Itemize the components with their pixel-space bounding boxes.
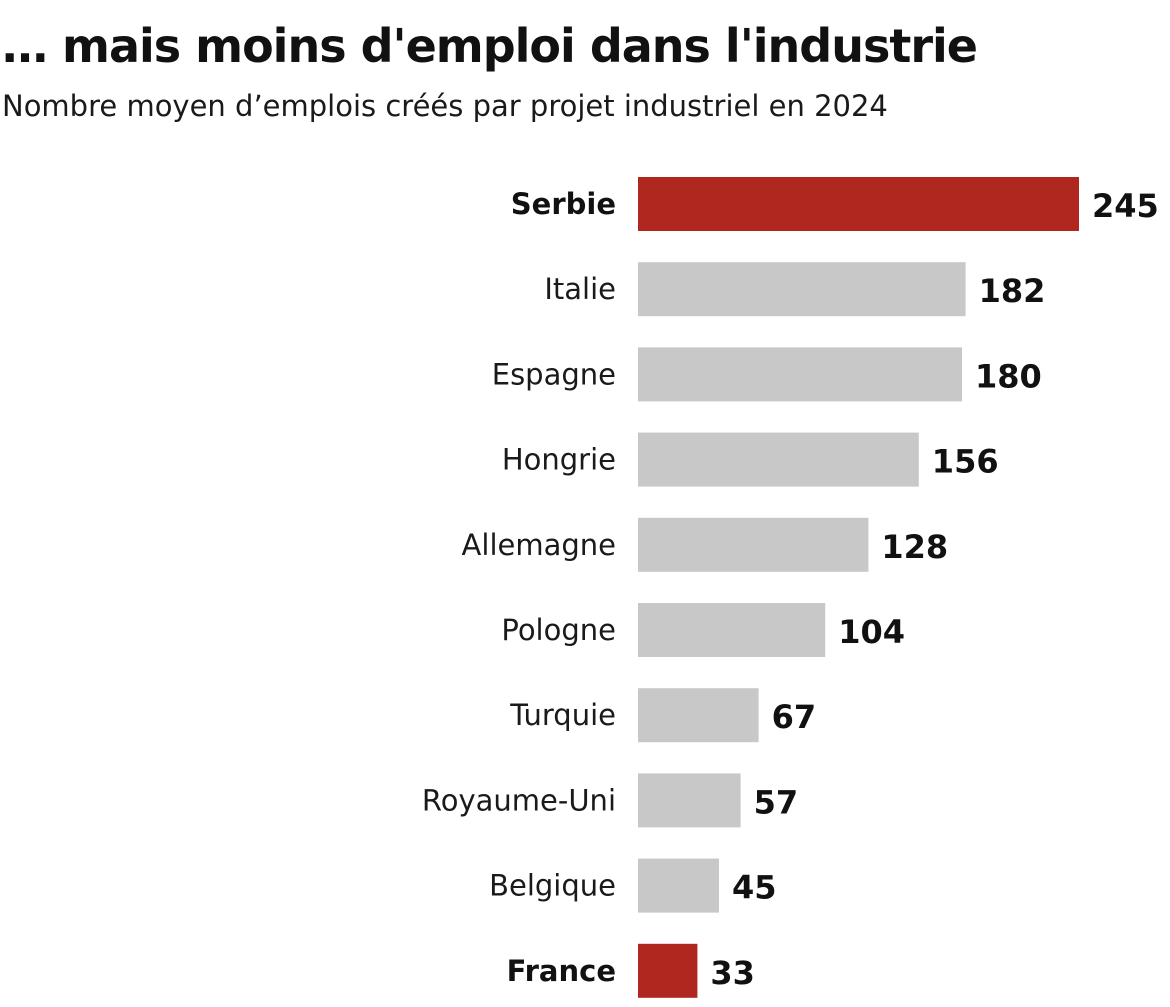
category-label: Royaume-Uni: [422, 783, 616, 817]
category-label: Serbie: [511, 187, 616, 221]
value-label: 57: [754, 783, 799, 821]
bar-pologne: [638, 603, 826, 657]
category-label: Hongrie: [502, 443, 616, 477]
value-label: 182: [979, 272, 1046, 310]
value-label: 45: [732, 869, 777, 907]
category-label: Italie: [544, 272, 616, 306]
bar-france: [638, 943, 698, 998]
chart-subtitle: Nombre moyen d’emplois créés par projet …: [2, 89, 888, 123]
bar-turquie: [638, 688, 759, 743]
category-label: Belgique: [489, 869, 616, 903]
value-label: 245: [1092, 187, 1159, 225]
value-label: 128: [881, 528, 948, 566]
category-label: Espagne: [492, 357, 616, 391]
category-label: Allemagne: [462, 528, 616, 562]
bar-italie: [638, 262, 966, 317]
bar-hongrie: [638, 432, 919, 487]
bar-espagne: [638, 347, 962, 402]
value-label: 156: [932, 443, 999, 481]
bar-serbie: [638, 177, 1079, 231]
chart-title: … mais moins d'emploi dans l'industrie: [2, 19, 978, 73]
bar-allemagne: [638, 517, 869, 572]
category-label: Pologne: [501, 613, 616, 647]
category-label: France: [507, 954, 616, 988]
bar-belgique: [638, 858, 719, 913]
value-label: 180: [975, 357, 1042, 395]
category-label: Turquie: [509, 698, 616, 732]
bar-royaume-uni: [638, 773, 741, 828]
value-label: 67: [772, 698, 817, 736]
value-label: 33: [710, 954, 755, 992]
value-label: 104: [838, 613, 905, 651]
